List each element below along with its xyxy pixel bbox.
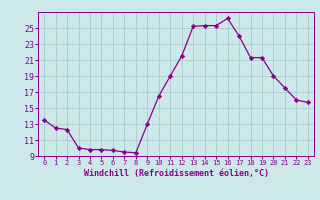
X-axis label: Windchill (Refroidissement éolien,°C): Windchill (Refroidissement éolien,°C) (84, 169, 268, 178)
